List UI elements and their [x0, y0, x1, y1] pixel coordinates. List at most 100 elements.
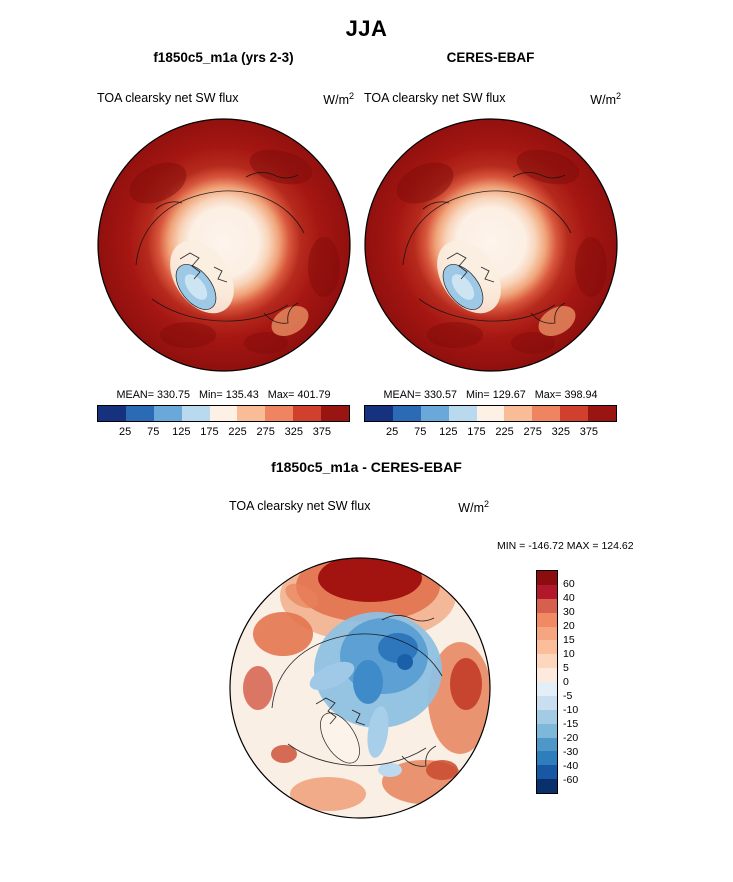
colorbar-cell	[560, 406, 589, 421]
colorbar-tick-label: 20	[563, 620, 575, 632]
model-colorbar-ticks: 25 75 125 175 225 275 325 375	[97, 426, 350, 439]
map-outline	[364, 118, 618, 372]
obs-colorbar	[364, 405, 617, 422]
diff-colorbar	[536, 570, 558, 794]
coastlines	[135, 172, 305, 324]
colorbar-tick-label: 175	[467, 426, 486, 438]
coastlines	[271, 615, 443, 767]
colorbar-cell	[537, 779, 557, 793]
map-outline	[97, 118, 351, 372]
diff-minmax-label: MIN = -146.72 MAX = 124.62	[497, 540, 634, 552]
negative-difference-region	[309, 612, 442, 777]
polar-map-obs	[364, 118, 618, 372]
obs-field-label: TOA clearsky net SW flux	[364, 91, 506, 105]
colorbar-tick-label: 25	[385, 426, 399, 438]
obs-units-label: W/m2	[590, 91, 621, 108]
model-min: Min= 135.43	[199, 389, 259, 401]
colorbar-cell	[476, 406, 505, 421]
colorbar-cell	[237, 406, 266, 421]
colorbar-tick-label: 10	[563, 648, 575, 660]
colorbar-cell	[537, 612, 557, 627]
colorbar-cell	[209, 406, 238, 421]
map-fill	[230, 558, 490, 818]
model-field-row: TOA clearsky net SW flux W/m2	[97, 91, 354, 107]
colorbar-cell	[537, 654, 557, 669]
colorbar-cell	[504, 406, 533, 421]
coastlines	[402, 172, 572, 324]
colorbar-cell	[537, 751, 557, 766]
colorbar-cell	[537, 668, 557, 682]
colorbar-cell	[537, 571, 557, 585]
obs-colorbar-ticks: 25 75 125 175 225 275 325 375	[364, 426, 617, 439]
colorbar-cell	[125, 406, 154, 421]
colorbar-cell	[537, 709, 557, 724]
colorbar-tick-label: 375	[312, 426, 332, 438]
colorbar-cell	[321, 406, 350, 421]
colorbar-tick-label: -60	[563, 774, 579, 786]
colorbar-tick-label: 15	[563, 634, 575, 646]
obs-max: Max= 398.94	[534, 389, 598, 401]
colorbar-tick-label: 5	[563, 662, 569, 674]
colorbar-tick-label: 0	[563, 676, 569, 688]
colorbar-tick-label: -30	[563, 746, 579, 758]
diff-colorbar-ticks: 60 40 30 20 15 10 5 0 -5 -10 -15 -20 -30 -40 -60	[563, 570, 593, 794]
colorbar-tick-label: 225	[228, 426, 247, 438]
colorbar-cell	[537, 584, 557, 599]
colorbar-tick-label: 125	[172, 426, 191, 438]
colorbar-tick-label: -40	[563, 760, 579, 772]
model-units-label: W/m2	[323, 91, 354, 108]
polar-map-model	[97, 118, 351, 372]
colorbar-tick-label: 175	[200, 426, 219, 438]
colorbar-tick-label: 30	[563, 606, 575, 618]
colorbar-tick-label: 325	[284, 426, 303, 438]
greenland-patch	[320, 712, 360, 764]
colorbar-tick-label: -20	[563, 732, 579, 744]
map-outline	[229, 557, 491, 819]
colorbar-tick-label: 40	[563, 592, 575, 604]
colorbar-tick-label: -15	[563, 718, 579, 730]
diff-field-row: TOA clearsky net SW flux W/m2	[229, 499, 489, 515]
colorbar-tick-label: 275	[256, 426, 275, 438]
colorbar-cell	[365, 406, 393, 421]
colorbar-cell	[293, 406, 322, 421]
obs-field-row: TOA clearsky net SW flux W/m2	[364, 91, 621, 107]
colorbar-cell	[537, 737, 557, 752]
colorbar-tick-label: 375	[579, 426, 599, 438]
obs-panel-title: CERES-EBAF	[446, 50, 535, 65]
obs-stats-line: MEAN= 330.57 Min= 129.67 Max= 398.94	[362, 389, 619, 401]
model-field-label: TOA clearsky net SW flux	[97, 91, 239, 105]
obs-min: Min= 129.67	[466, 389, 526, 401]
colorbar-tick-label: 325	[551, 426, 570, 438]
colorbar-cell	[448, 406, 477, 421]
colorbar-cell	[420, 406, 449, 421]
model-max: Max= 401.79	[267, 389, 331, 401]
model-stats-line: MEAN= 330.75 Min= 135.43 Max= 401.79	[95, 389, 352, 401]
colorbar-tick-label: 275	[523, 426, 542, 438]
colorbar-cell	[153, 406, 182, 421]
colorbar-tick-label: 75	[147, 426, 160, 438]
map-fill	[365, 119, 617, 371]
colorbar-tick-label: -10	[563, 704, 579, 716]
colorbar-cell	[537, 626, 557, 641]
colorbar-cell	[181, 406, 210, 421]
map-fill	[98, 119, 350, 371]
colorbar-cell	[537, 695, 557, 710]
diff-units-label: W/m2	[458, 499, 489, 516]
colorbar-tick-label: 60	[563, 578, 575, 590]
colorbar-cell	[532, 406, 561, 421]
model-colorbar	[97, 405, 350, 422]
colorbar-cell	[588, 406, 617, 421]
colorbar-tick-label: 25	[118, 426, 132, 438]
obs-mean: MEAN= 330.57	[383, 389, 458, 401]
polar-map-diff	[229, 557, 491, 819]
colorbar-tick-label: -5	[563, 690, 573, 702]
colorbar-cell	[537, 723, 557, 738]
colorbar-tick-label: 225	[495, 426, 514, 438]
colorbar-cell	[537, 640, 557, 655]
model-mean: MEAN= 330.75	[116, 389, 191, 401]
colorbar-cell	[98, 406, 126, 421]
colorbar-tick-label: 125	[439, 426, 458, 438]
diff-panel-title: f1850c5_m1a - CERES-EBAF	[271, 459, 462, 475]
colorbar-cell	[537, 598, 557, 613]
